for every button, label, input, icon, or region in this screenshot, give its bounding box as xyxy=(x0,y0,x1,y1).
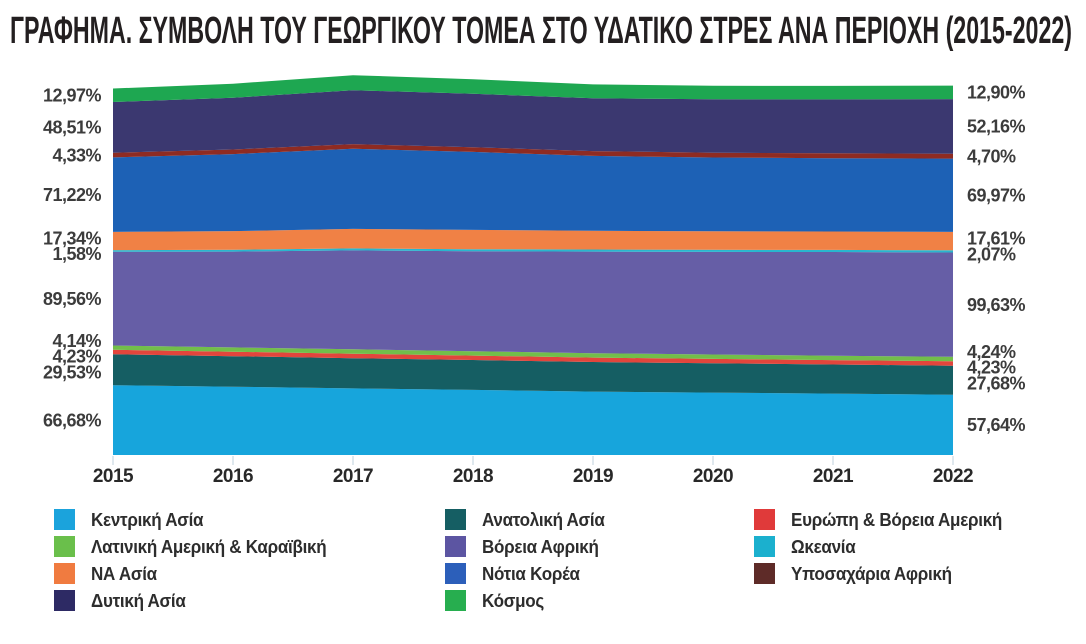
legend-item-kentriki-asia: Κεντρική Ασία xyxy=(54,509,347,530)
legend-label-na-asia: ΝΑ Ασία xyxy=(91,562,157,584)
value-label-right-okeania: 2,07% xyxy=(967,244,1016,264)
na-asia-swatch-icon xyxy=(54,563,75,584)
legend-item-dytiki-asia: Δυτική Ασία xyxy=(54,590,347,611)
value-label-left-latiniki-ameriki-karaiviki: 4,14% xyxy=(52,331,101,351)
legend-label-latiniki-ameriki-karaiviki: Λατινική Αμερική & Καραϊβική xyxy=(91,535,327,557)
kosmos-swatch-icon xyxy=(445,590,466,611)
legend-label-okeania: Ωκεανία xyxy=(791,535,856,557)
legend-item-evropi-voreia-ameriki: Ευρώπη & Βόρεια Αμερική xyxy=(754,509,1020,530)
value-label-left-okeania: 1,58% xyxy=(52,244,101,264)
legend-item-kosmos: Κόσμος xyxy=(445,590,615,611)
stacked-area-chart: 2015 2016 2017 2018 2019 2020 2021 2022 12,97% 4… xyxy=(43,75,1026,487)
x-axis-label-2021: 2021 xyxy=(813,466,854,487)
legend-item-yposaharia-afriki: Υποσαχάρια Αφρική xyxy=(754,563,1020,584)
value-label-left-evropi-voreia-ameriki: 4,23% xyxy=(52,347,101,367)
value-label-right-dytiki-asia: 52,16% xyxy=(967,117,1026,137)
legend-label-yposaharia-afriki: Υποσαχάρια Αφρική xyxy=(791,562,952,584)
value-label-right-na-asia: 17,61% xyxy=(967,229,1026,249)
x-axis-label-2015: 2015 xyxy=(93,466,134,487)
area-voreia-afriki xyxy=(113,250,953,357)
value-label-right-voreia-afriki: 99,63% xyxy=(967,295,1026,315)
legend-column-2: Ανατολική Ασία Βόρεια Αφρική Νότια Κορέα Κό… xyxy=(445,509,615,611)
value-label-right-latiniki-ameriki-karaiviki: 4,24% xyxy=(967,342,1016,362)
x-axis-label-2018: 2018 xyxy=(453,466,493,487)
legend: Κεντρική Ασία Λατινική Αμερική & Καραϊβικ… xyxy=(0,509,1086,634)
kentriki-asia-swatch-icon xyxy=(54,509,75,530)
value-label-left-anatoliki-asia: 29,53% xyxy=(43,363,102,383)
area-notia-korea xyxy=(113,148,953,232)
anatoliki-asia-swatch-icon xyxy=(445,509,466,530)
legend-label-kosmos: Κόσμος xyxy=(482,589,544,611)
area-dytiki-asia xyxy=(113,90,953,154)
chart-areas xyxy=(113,75,953,455)
value-label-left-notia-korea: 71,22% xyxy=(43,185,102,205)
area-kentriki-asia xyxy=(113,385,953,455)
legend-label-anatoliki-asia: Ανατολική Ασία xyxy=(482,508,605,530)
legend-column-1: Κεντρική Ασία Λατινική Αμερική & Καραϊβικ… xyxy=(54,509,347,611)
value-label-right-yposaharia-afriki: 4,70% xyxy=(967,146,1016,166)
legend-item-voreia-afriki: Βόρεια Αφρική xyxy=(445,536,615,557)
notia-korea-swatch-icon xyxy=(445,563,466,584)
area-na-asia xyxy=(113,228,953,251)
value-label-left-yposaharia-afriki: 4,33% xyxy=(52,145,101,165)
evropi-voreia-ameriki-swatch-icon xyxy=(754,509,775,530)
yposaharia-afriki-swatch-icon xyxy=(754,563,775,584)
x-axis: 2015 2016 2017 2018 2019 2020 2021 2022 xyxy=(93,456,974,487)
x-axis-label-2019: 2019 xyxy=(573,466,613,487)
value-label-left-dytiki-asia: 48,51% xyxy=(43,118,102,138)
latiniki-ameriki-karaiviki-swatch-icon xyxy=(54,536,75,557)
dytiki-asia-swatch-icon xyxy=(54,590,75,611)
legend-item-notia-korea: Νότια Κορέα xyxy=(445,563,615,584)
legend-column-3: Ευρώπη & Βόρεια Αμερική Ωκεανία Υποσαχάρια… xyxy=(754,509,1020,584)
value-label-right-kentriki-asia: 57,64% xyxy=(967,415,1026,435)
okeania-swatch-icon xyxy=(754,536,775,557)
legend-item-okeania: Ωκεανία xyxy=(754,536,1020,557)
legend-label-voreia-afriki: Βόρεια Αφρική xyxy=(482,535,599,557)
area-yposaharia-afriki xyxy=(113,144,953,159)
x-axis-label-2020: 2020 xyxy=(693,466,733,487)
x-axis-label-2022: 2022 xyxy=(933,466,973,487)
area-kosmos xyxy=(113,75,953,102)
legend-label-notia-korea: Νότια Κορέα xyxy=(482,562,580,584)
area-anatoliki-asia xyxy=(113,354,953,395)
area-latiniki-ameriki-karaiviki xyxy=(113,345,953,362)
value-label-left-na-asia: 17,34% xyxy=(43,228,102,248)
legend-label-dytiki-asia: Δυτική Ασία xyxy=(91,589,186,611)
voreia-afriki-swatch-icon xyxy=(445,536,466,557)
legend-item-anatoliki-asia: Ανατολική Ασία xyxy=(445,509,615,530)
x-axis-label-2017: 2017 xyxy=(333,466,373,487)
value-label-right-kosmos: 12,90% xyxy=(967,83,1026,103)
area-evropi-voreia-ameriki xyxy=(113,349,953,366)
area-okeania xyxy=(113,248,953,253)
legend-item-latiniki-ameriki-karaiviki: Λατινική Αμερική & Καραϊβική xyxy=(54,536,347,557)
x-axis-label-2016: 2016 xyxy=(213,466,253,487)
legend-label-evropi-voreia-ameriki: Ευρώπη & Βόρεια Αμερική xyxy=(791,508,1003,530)
legend-item-na-asia: ΝΑ Ασία xyxy=(54,563,347,584)
value-label-left-kosmos: 12,97% xyxy=(43,85,102,105)
chart-title-area: ΓΡΑΦΗΜΑ. ΣΥΜΒΟΛΗ ΤΟΥ ΓΕΩΡΓΙΚΟΥ ΤΟΜΕΑ ΣΤΟ… xyxy=(10,10,1072,52)
value-label-right-evropi-voreia-ameriki: 4,23% xyxy=(967,358,1016,378)
value-label-right-notia-korea: 69,97% xyxy=(967,186,1026,206)
value-label-left-kentriki-asia: 66,68% xyxy=(43,410,102,430)
value-label-right-anatoliki-asia: 27,68% xyxy=(967,374,1026,394)
page-title: ΓΡΑΦΗΜΑ. ΣΥΜΒΟΛΗ ΤΟΥ ΓΕΩΡΓΙΚΟΥ ΤΟΜΕΑ ΣΤΟ… xyxy=(10,10,1072,52)
value-label-left-voreia-afriki: 89,56% xyxy=(43,289,102,309)
value-labels: 12,97% 48,51% 4,33% 71,22% 17,34%1,58% 89,56%… xyxy=(43,83,1026,436)
legend-label-kentriki-asia: Κεντρική Ασία xyxy=(91,508,204,530)
